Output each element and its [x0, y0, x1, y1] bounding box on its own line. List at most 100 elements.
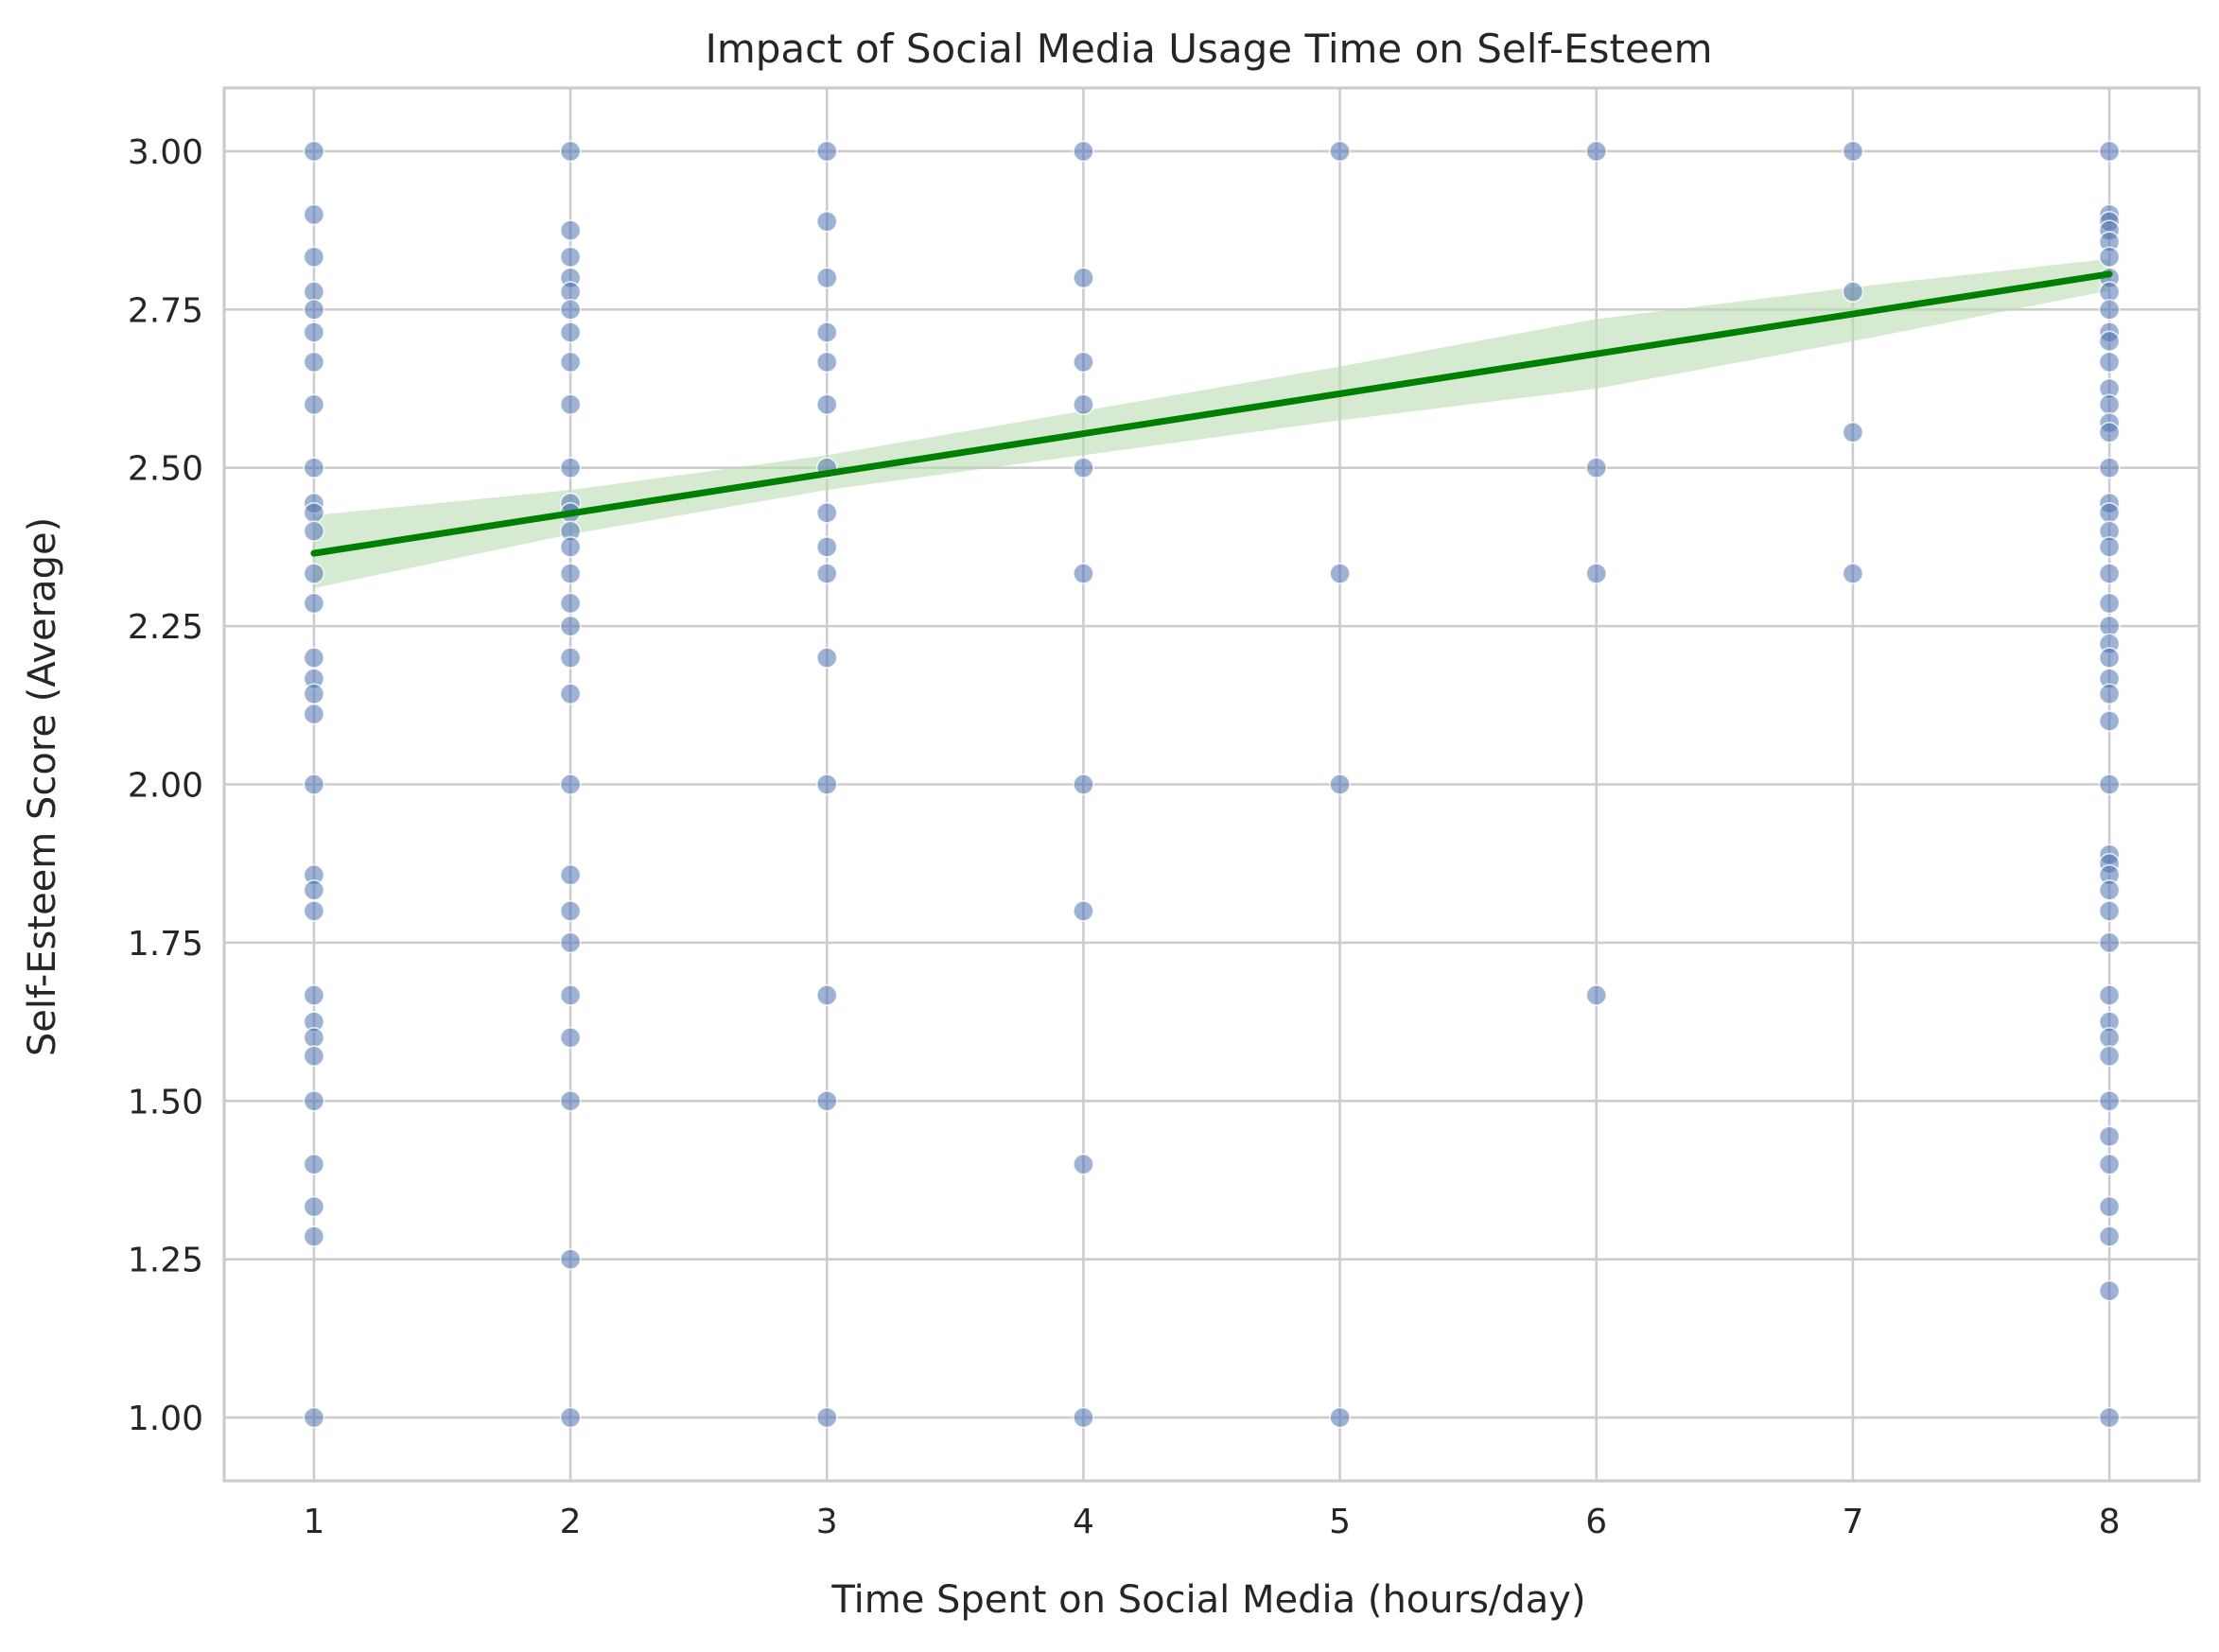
scatter-point — [1073, 1153, 1094, 1175]
scatter-point — [2098, 1089, 2121, 1112]
scatter-point — [1585, 563, 1608, 584]
x-tick-label: 6 — [1585, 1503, 1607, 1541]
scatter-point — [2098, 536, 2121, 558]
scatter-point — [303, 299, 325, 321]
y-tick-label: 2.50 — [128, 450, 203, 489]
scatter-point — [559, 774, 582, 795]
scatter-point — [815, 536, 838, 558]
scatter-point — [815, 501, 838, 524]
scatter-points — [303, 140, 2121, 1429]
scatter-point — [303, 592, 325, 615]
scatter-point — [559, 1027, 582, 1049]
scatter-point — [303, 879, 325, 901]
scatter-point — [559, 592, 582, 615]
y-tick-label: 1.50 — [128, 1083, 203, 1122]
scatter-point — [303, 393, 325, 416]
scatter-point — [303, 563, 325, 584]
scatter-point — [2098, 1279, 2121, 1302]
scatter-point — [2098, 879, 2121, 901]
scatter-point — [1329, 563, 1351, 584]
scatter-point — [2098, 563, 2121, 584]
x-tick-label: 1 — [303, 1503, 324, 1541]
scatter-point — [559, 246, 582, 269]
scatter-point — [2098, 501, 2121, 524]
scatter-point — [303, 322, 325, 343]
scatter-point — [559, 984, 582, 1006]
scatter-point — [559, 299, 582, 321]
scatter-point — [559, 615, 582, 637]
scatter-point — [559, 393, 582, 416]
scatter-point — [2098, 1226, 2121, 1247]
scatter-point — [559, 563, 582, 584]
scatter-point — [303, 1027, 325, 1049]
scatter-point — [815, 351, 838, 374]
scatter-point — [1585, 457, 1608, 479]
x-axis-label: Time Spent on Social Media (hours/day) — [830, 1578, 1585, 1622]
x-tick-label: 3 — [816, 1503, 838, 1541]
scatter-point — [815, 322, 838, 343]
scatter-point — [2098, 774, 2121, 795]
scatter-point — [2098, 615, 2121, 637]
scatter-point — [1842, 563, 1864, 584]
scatter-point — [559, 281, 582, 303]
scatter-point — [303, 246, 325, 269]
scatter-point — [1073, 457, 1094, 479]
scatter-point — [1842, 421, 1864, 443]
scatter-point — [815, 563, 838, 584]
scatter-point — [2098, 900, 2121, 922]
scatter-point — [2098, 647, 2121, 669]
scatter-point — [1073, 900, 1094, 922]
scatter-point — [303, 703, 325, 725]
regression-line — [310, 270, 2113, 557]
y-tick-label: 1.25 — [128, 1242, 203, 1280]
x-tick-label: 5 — [1329, 1503, 1351, 1541]
scatter-point — [559, 140, 582, 163]
y-tick-label: 2.25 — [128, 608, 203, 647]
scatter-point — [559, 536, 582, 558]
scatter-point — [1073, 774, 1094, 795]
scatter-point — [815, 647, 838, 669]
scatter-point — [815, 1089, 838, 1112]
scatter-point — [815, 774, 838, 795]
scatter-point — [303, 1089, 325, 1112]
scatter-point — [303, 140, 325, 163]
scatter-point — [559, 1089, 582, 1112]
scatter-point — [303, 774, 325, 795]
scatter-point — [559, 1248, 582, 1270]
scatter-point — [815, 210, 838, 233]
scatter-point — [559, 322, 582, 343]
scatter-point — [303, 1195, 325, 1218]
y-tick-label: 3.00 — [128, 133, 203, 172]
x-tick-label: 7 — [1842, 1503, 1863, 1541]
scatter-point — [2098, 984, 2121, 1006]
scatter-point — [1073, 267, 1094, 289]
scatter-point — [559, 863, 582, 886]
scatter-point — [303, 1406, 325, 1429]
scatter-point — [2098, 1195, 2121, 1218]
scatter-point — [2098, 1153, 2121, 1175]
scatter-point — [815, 267, 838, 289]
x-tick-label: 2 — [560, 1503, 582, 1541]
scatter-point — [2098, 1406, 2121, 1429]
scatter-point — [2098, 457, 2121, 479]
scatter-point — [2098, 1045, 2121, 1068]
chart-title: Impact of Social Media Usage Time on Sel… — [705, 26, 1712, 72]
y-tick-label: 1.75 — [128, 925, 203, 964]
scatter-point — [2098, 1027, 2121, 1049]
scatter-point — [559, 351, 582, 374]
scatter-point — [1329, 1406, 1351, 1429]
scatter-point — [1842, 140, 1864, 163]
scatter-point — [303, 683, 325, 705]
scatter-point — [559, 1406, 582, 1429]
scatter-point — [303, 1226, 325, 1247]
scatter-point — [1073, 140, 1094, 163]
y-tick-label: 2.75 — [128, 291, 203, 330]
y-tick-label: 1.00 — [128, 1400, 203, 1438]
scatter-point — [2098, 393, 2121, 416]
scatter-point — [2098, 281, 2121, 303]
scatter-point — [1329, 140, 1351, 163]
scatter-point — [303, 351, 325, 374]
scatter-point — [559, 900, 582, 922]
scatter-point — [1585, 984, 1608, 1006]
